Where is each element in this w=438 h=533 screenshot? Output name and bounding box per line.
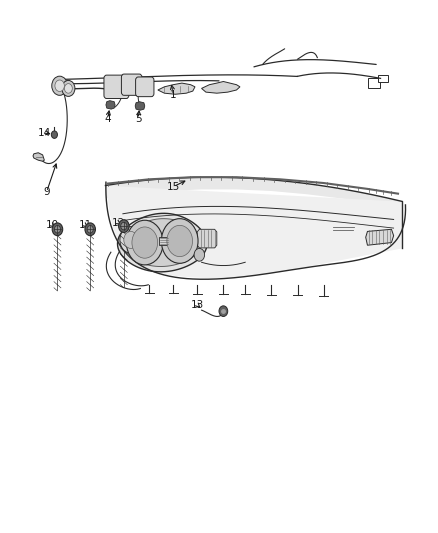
Circle shape [120, 227, 142, 253]
Circle shape [55, 80, 64, 92]
Polygon shape [197, 229, 217, 248]
Circle shape [194, 248, 205, 261]
Circle shape [119, 220, 129, 232]
Text: 14: 14 [38, 127, 51, 138]
Circle shape [167, 225, 193, 256]
Circle shape [54, 225, 60, 233]
Circle shape [64, 84, 72, 93]
Bar [368, 78, 380, 88]
Text: 5: 5 [135, 114, 141, 124]
Text: 4: 4 [104, 114, 111, 124]
Circle shape [127, 220, 163, 265]
Text: 12: 12 [112, 218, 125, 228]
Circle shape [62, 80, 75, 96]
Text: 1: 1 [170, 90, 177, 100]
Circle shape [51, 131, 57, 139]
Text: 9: 9 [43, 187, 50, 197]
Bar [378, 75, 388, 82]
Circle shape [219, 306, 228, 317]
Polygon shape [33, 153, 44, 161]
Polygon shape [106, 185, 403, 278]
Circle shape [85, 223, 95, 236]
Polygon shape [366, 229, 394, 245]
Polygon shape [123, 219, 201, 266]
Polygon shape [158, 83, 195, 94]
Circle shape [132, 227, 158, 258]
Circle shape [87, 225, 93, 233]
Circle shape [124, 231, 138, 248]
Text: 11: 11 [78, 220, 92, 230]
Circle shape [161, 219, 198, 263]
Text: 15: 15 [166, 182, 180, 192]
Circle shape [52, 223, 63, 236]
FancyBboxPatch shape [136, 77, 154, 96]
Circle shape [52, 76, 67, 95]
Polygon shape [106, 177, 403, 209]
FancyBboxPatch shape [121, 74, 142, 95]
Polygon shape [117, 213, 207, 272]
Polygon shape [106, 101, 115, 109]
Text: 13: 13 [191, 300, 204, 310]
Polygon shape [201, 82, 240, 93]
Text: 10: 10 [46, 220, 59, 230]
FancyBboxPatch shape [104, 75, 129, 99]
Circle shape [121, 222, 127, 230]
Polygon shape [135, 102, 145, 110]
Polygon shape [159, 237, 169, 245]
